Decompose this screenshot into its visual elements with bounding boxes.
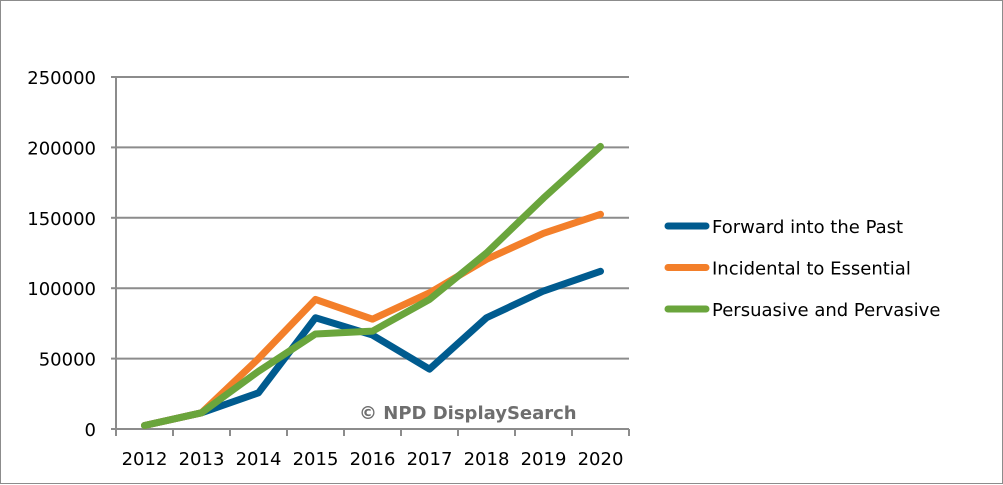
legend-label: Incidental to Essential [712, 259, 911, 280]
y-tick-labels: 0 50000 100000 150000 200000 250000 [27, 68, 96, 441]
x-tick-label: 2015 [293, 449, 339, 470]
y-tick-label: 250000 [27, 68, 96, 89]
x-tick-label: 2012 [122, 449, 168, 470]
x-tick-label: 2020 [578, 449, 624, 470]
legend: Forward into the Past Incidental to Essen… [664, 217, 940, 321]
legend-label: Forward into the Past [712, 217, 903, 238]
y-tick-label: 150000 [27, 209, 96, 230]
x-tick-label: 2016 [350, 449, 396, 470]
series-lines [141, 142, 604, 429]
series-line-0 [141, 267, 604, 429]
x-tick-label: 2014 [236, 449, 282, 470]
y-tick-label: 50000 [39, 350, 96, 371]
y-tick-label: 200000 [27, 138, 96, 159]
series-line-2 [141, 142, 604, 429]
x-tick-label: 2019 [521, 449, 567, 470]
series-line-1 [141, 210, 604, 429]
y-tick-label: 0 [85, 420, 96, 441]
axes [111, 76, 630, 436]
x-tick-label: 2013 [179, 449, 225, 470]
x-tick-label: 2018 [464, 449, 510, 470]
watermark-annotation: © NPD DisplaySearch [359, 403, 577, 424]
legend-label: Persuasive and Pervasive [712, 300, 940, 321]
x-tick-label: 2017 [407, 449, 453, 470]
y-tick-label: 100000 [27, 279, 96, 300]
x-tick-labels: 2012 2013 2014 2015 2016 2017 2018 2019 2020 [122, 449, 624, 470]
